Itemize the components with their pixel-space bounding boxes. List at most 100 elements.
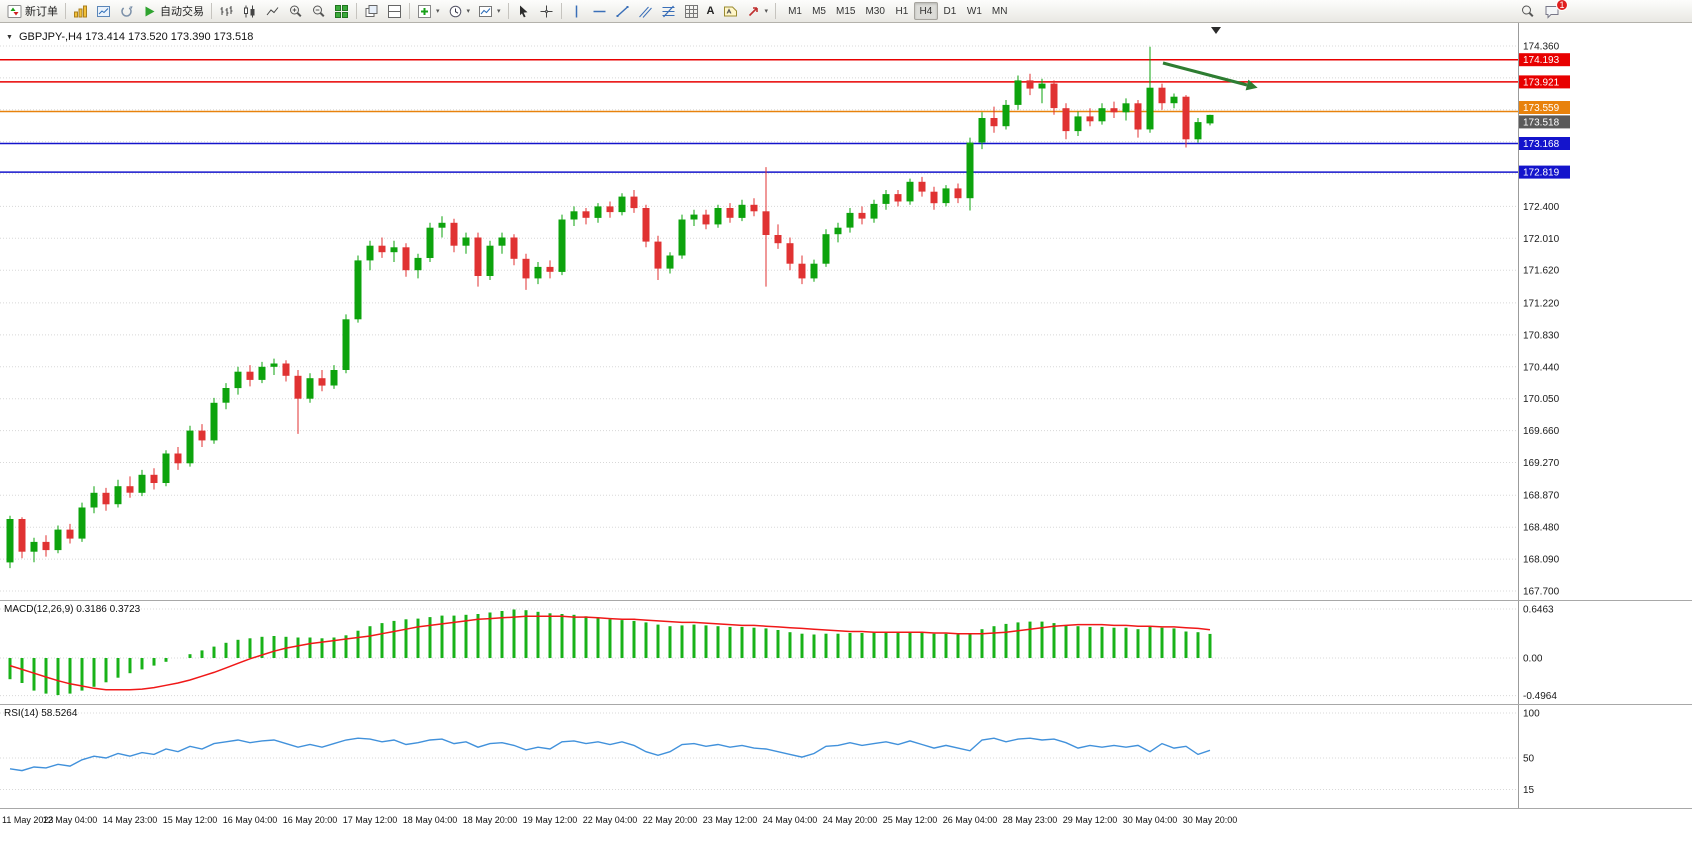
macd-axis-labels[interactable]: 0.6463 0.00 -0.4964 [1523,605,1557,703]
new-order-icon [7,4,22,19]
fibonacci-tool-button[interactable] [657,1,680,21]
channel-tool-button[interactable] [634,1,657,21]
time-axis-label: 15 May 12:00 [162,815,218,825]
svg-text:0.00: 0.00 [1523,654,1543,665]
macd-gridlines [0,608,1518,697]
svg-text:50: 50 [1523,754,1535,765]
svg-text:171.620: 171.620 [1523,266,1560,277]
timeframe-button-m1[interactable]: M1 [783,2,807,20]
macd-canvas[interactable]: 0.6463 0.00 -0.4964 [0,601,1692,705]
price-chart-panel: ▼ GBPJPY-,H4 173.414 173.520 173.390 173… [0,23,1692,600]
cursor-arrow-icon [516,4,531,19]
time-axis[interactable]: 11 May 2023 12 May 04:00 14 May 23:00 15 Ma… [0,808,1692,832]
split-windows-button[interactable] [383,1,406,21]
svg-text:167.700: 167.700 [1523,587,1560,598]
notifications-button[interactable]: 1 [1540,0,1568,21]
macd-label: MACD(12,26,9) 0.3186 0.3723 [4,604,141,615]
svg-text:174.360: 174.360 [1523,42,1560,53]
crosshair-tool-button[interactable] [535,1,558,21]
new-order-button[interactable]: 新订单 [3,1,62,21]
periods-button[interactable]: ▾ [444,1,475,21]
svg-text:172.010: 172.010 [1523,234,1560,245]
time-axis-label: 16 May 20:00 [282,815,338,825]
bar-stack-icon [73,4,88,19]
horizontal-level-lines[interactable] [0,58,1518,173]
toolbar-separator [507,3,509,19]
time-axis-label: 14 May 23:00 [102,815,158,825]
channel-icon [638,4,653,19]
time-axis-label: 18 May 04:00 [402,815,458,825]
zoom-in-button[interactable] [284,1,307,21]
time-axis-label: 24 May 20:00 [822,815,878,825]
timeframe-button-d1[interactable]: D1 [938,2,962,20]
svg-text:172.819: 172.819 [1523,168,1560,179]
timeframe-button-m5[interactable]: M5 [807,2,831,20]
candles-layer[interactable] [6,46,1214,569]
candlestick-mode-button[interactable] [238,1,261,21]
time-axis-label: 24 May 04:00 [762,815,818,825]
split-windows-icon [387,4,402,19]
zoom-in-icon [288,4,303,19]
cursor-tool-button[interactable] [512,1,535,21]
vertical-line-tool-button[interactable] [565,1,588,21]
time-axis-label: 22 May 04:00 [582,815,638,825]
indicators-button[interactable]: ▾ [413,1,444,21]
indicators-icon [417,4,432,19]
timeframe-button-m15[interactable]: M15 [831,2,860,20]
rsi-axis-labels[interactable]: 100 50 15 [1523,709,1540,797]
timeframe-button-h1[interactable]: H1 [890,2,914,20]
price-axis-labels[interactable]: 174.360 172.400 172.010 171.620 171.220 170.8… [1523,42,1560,598]
fibonacci-icon [661,4,676,19]
zoom-out-button[interactable] [307,1,330,21]
timeframe-button-mn[interactable]: MN [987,2,1013,20]
trendline-icon [615,4,630,19]
rsi-canvas[interactable]: 100 50 15 [0,705,1692,809]
templates-button[interactable]: ▾ [474,1,505,21]
auto-trading-button[interactable]: 自动交易 [138,1,208,21]
svg-text:168.870: 168.870 [1523,491,1560,502]
time-axis-label: 22 May 20:00 [642,815,698,825]
macd-histogram [8,609,1212,696]
line-chart-icon [265,4,280,19]
horizontal-line-tool-button[interactable] [588,1,611,21]
price-chart-canvas[interactable]: 174.360 172.400 172.010 171.620 171.220 170.8… [0,23,1692,600]
tile-windows-button[interactable] [330,1,353,21]
toolbar-separator [211,3,212,19]
toolbar-separator [560,3,562,19]
timeframe-button-h4[interactable]: H4 [913,2,938,20]
time-axis-label: 12 May 04:00 [42,815,98,825]
bar-chart-mode-button[interactable] [215,1,238,21]
svg-text:172.400: 172.400 [1523,202,1560,213]
symbol-collapse-icon[interactable]: ▼ [6,33,13,41]
refresh-button[interactable] [115,1,138,21]
auto-trading-label: 自动交易 [160,6,204,18]
text-tool-button[interactable]: A [703,1,719,21]
notification-badge: 1 [1556,0,1568,11]
arrows-tool-button[interactable]: ▾ [742,1,773,21]
chart-shift-marker[interactable] [1211,27,1221,34]
new-chart-button[interactable] [69,1,92,21]
trendline-tool-button[interactable] [611,1,634,21]
time-axis-label: 11 May 2023 [2,815,54,825]
line-chart-mode-button[interactable] [261,1,284,21]
price-line-badges: 174.193 173.921 173.559 173.518 173.168 172.8… [1519,53,1570,179]
time-axis-label: 17 May 12:00 [342,815,398,825]
time-axis-label: 28 May 23:00 [1002,815,1058,825]
trend-arrow-annotation[interactable] [1162,61,1258,91]
refresh-icon [119,4,134,19]
svg-text:168.480: 168.480 [1523,523,1560,534]
timeframe-button-w1[interactable]: W1 [962,2,987,20]
timeframe-button-m30[interactable]: M30 [860,2,889,20]
time-axis-label: 23 May 12:00 [702,815,758,825]
cascade-windows-button[interactable] [360,1,383,21]
profiles-button[interactable] [92,1,115,21]
time-axis-label: 30 May 20:00 [1182,815,1238,825]
search-button[interactable] [1516,1,1539,21]
svg-text:0.6463: 0.6463 [1523,605,1554,616]
shapes-tool-button[interactable] [680,1,703,21]
text-label-tool-button[interactable] [719,1,742,21]
chevron-down-icon: ▾ [497,8,501,15]
time-axis-label: 19 May 12:00 [522,815,578,825]
symbol-ohlc-text: GBPJPY-,H4 173.414 173.520 173.390 173.5… [18,31,254,43]
